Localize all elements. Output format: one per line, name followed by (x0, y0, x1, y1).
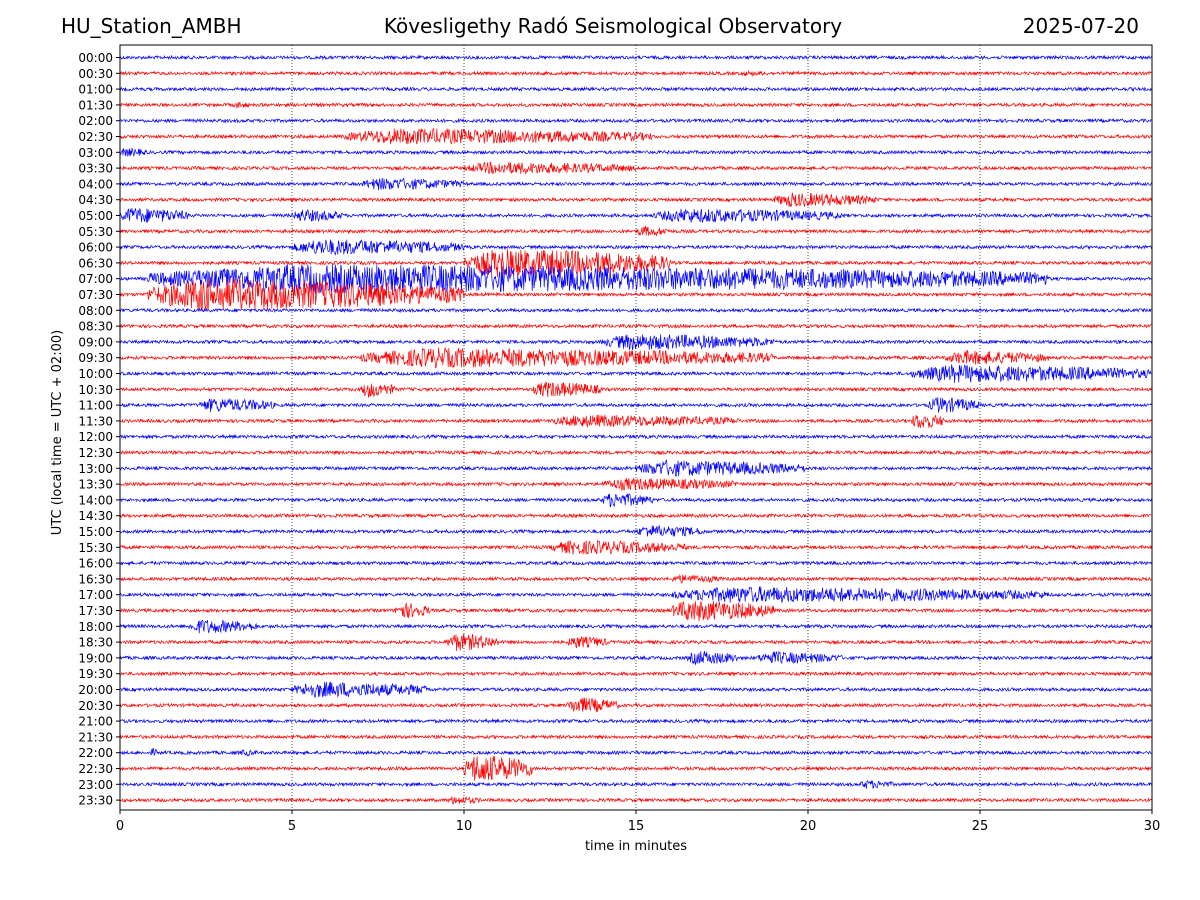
trace-row-2100 (120, 718, 1152, 724)
trace-row-1730 (120, 600, 1152, 622)
y-tick-label: 20:30 (78, 699, 113, 713)
y-tick-label: 15:30 (78, 541, 113, 555)
y-tick-label: 05:00 (78, 209, 113, 223)
trace-row-2130 (120, 734, 1152, 740)
y-tick-label: 06:00 (78, 241, 113, 255)
trace-row-1030 (120, 381, 1152, 399)
trace-row-2300 (120, 779, 1152, 789)
y-tick-label: 17:30 (78, 604, 113, 618)
y-tick-label: 17:00 (78, 588, 113, 602)
y-tick-label: 07:00 (78, 272, 113, 286)
y-tick-label: 16:30 (78, 572, 113, 586)
trace-row-2330 (120, 796, 1152, 805)
trace-row-1330 (120, 477, 1152, 491)
y-tick-label: 09:00 (78, 335, 113, 349)
y-tick-label: 12:30 (78, 446, 113, 460)
y-tick-label: 02:30 (78, 130, 113, 144)
y-tick-label: 19:30 (78, 667, 113, 681)
x-tick-label: 30 (1144, 819, 1161, 834)
y-tick-label: 11:00 (78, 399, 113, 413)
y-tick-label: 03:00 (78, 146, 113, 160)
trace-row-1000 (120, 364, 1152, 383)
trace-row-1930 (120, 670, 1152, 677)
y-tick-label: 18:30 (78, 636, 113, 650)
x-tick-label: 0 (116, 819, 124, 834)
trace-row-2200 (120, 747, 1152, 757)
y-tick-label: 04:00 (78, 177, 113, 191)
trace-row-1630 (120, 573, 1152, 584)
x-tick-label: 15 (628, 819, 645, 834)
y-tick-label: 10:30 (78, 383, 113, 397)
trace-row-1130 (120, 414, 1152, 429)
x-axis-ticks: 0 5 10 15 20 25 30 (116, 810, 1160, 834)
trace-row-1200 (120, 433, 1152, 440)
y-tick-label: 11:30 (78, 414, 113, 428)
y-tick-label: 12:00 (78, 430, 113, 444)
y-tick-label: 09:30 (78, 351, 113, 365)
trace-row-1400 (120, 493, 1152, 508)
trace-row-0230 (120, 128, 1152, 145)
y-tick-label: 00:00 (78, 51, 113, 65)
trace-row-1230 (120, 449, 1152, 456)
station-label: HU_Station_AMBH (61, 14, 242, 38)
y-tick-label: 10:00 (78, 367, 113, 381)
y-tick-label: 23:30 (78, 794, 113, 808)
trace-row-2000 (120, 681, 1152, 698)
x-axis-label: time in minutes (585, 839, 687, 854)
observatory-title: Kövesligethy Radó Seismological Observat… (383, 14, 843, 38)
y-tick-label: 01:30 (78, 98, 113, 112)
trace-row-0430 (120, 192, 1152, 208)
trace-row-0400 (120, 177, 1152, 191)
y-tick-label: 18:00 (78, 620, 113, 634)
y-tick-label: 08:00 (78, 304, 113, 318)
trace-row-0930 (120, 347, 1152, 369)
trace-row-0730 (120, 278, 1152, 311)
trace-row-1800 (120, 619, 1152, 634)
y-tick-label: 16:00 (78, 557, 113, 571)
y-tick-label: 02:00 (78, 114, 113, 128)
trace-row-0130 (120, 101, 1152, 109)
y-tick-label: 23:00 (78, 778, 113, 792)
y-tick-label: 21:30 (78, 730, 113, 744)
y-tick-label: 22:30 (78, 762, 113, 776)
y-tick-label: 01:00 (78, 83, 113, 97)
y-tick-label: 15:00 (78, 525, 113, 539)
trace-row-0300 (120, 147, 1152, 158)
y-tick-label: 21:00 (78, 715, 113, 729)
y-tick-label: 13:00 (78, 462, 113, 476)
y-tick-label: 14:00 (78, 493, 113, 507)
y-tick-label: 04:30 (78, 193, 113, 207)
y-tick-label: 19:00 (78, 651, 113, 665)
x-tick-label: 25 (972, 819, 989, 834)
y-tick-label: 08:30 (78, 320, 113, 334)
x-tick-label: 5 (288, 819, 296, 834)
trace-row-0600 (120, 239, 1152, 256)
y-tick-label: 13:30 (78, 478, 113, 492)
y-tick-label: 05:30 (78, 225, 113, 239)
y-axis-label: UTC (local time = UTC + 02:00) (50, 330, 65, 535)
trace-row-0500 (120, 208, 1152, 223)
y-tick-label: 00:30 (78, 67, 113, 81)
date-label: 2025-07-20 (1022, 14, 1139, 38)
y-tick-label: 03:30 (78, 162, 113, 176)
y-tick-label: 07:30 (78, 288, 113, 302)
y-tick-label: 06:30 (78, 256, 113, 270)
y-tick-label: 14:30 (78, 509, 113, 523)
x-tick-label: 10 (456, 819, 473, 834)
x-tick-label: 20 (800, 819, 817, 834)
grid-lines (291, 45, 981, 810)
y-tick-label: 22:00 (78, 746, 113, 760)
trace-row-0830 (120, 323, 1152, 329)
y-tick-label: 20:00 (78, 683, 113, 697)
